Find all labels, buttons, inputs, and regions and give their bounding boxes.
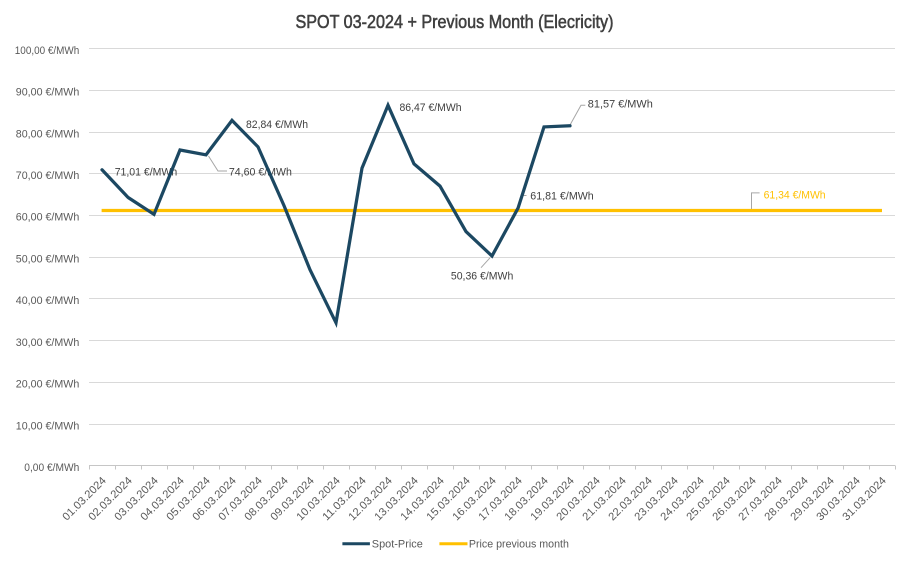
svg-text:60,00 €/MWh: 60,00 €/MWh (16, 212, 80, 224)
svg-text:70,00 €/MWh: 70,00 €/MWh (16, 170, 80, 182)
svg-text:50,36 €/MWh: 50,36 €/MWh (451, 271, 513, 283)
svg-text:SPOT 03-2024 + Previous Month: SPOT 03-2024 + Previous Month (Elecricit… (296, 12, 614, 32)
svg-text:10,00 €/MWh: 10,00 €/MWh (16, 420, 80, 432)
svg-text:Price previous month: Price previous month (469, 539, 569, 551)
svg-text:61,81 €/MWh: 61,81 €/MWh (530, 191, 593, 203)
svg-text:74,60 €/MWh: 74,60 €/MWh (229, 166, 292, 178)
svg-text:50,00 €/MWh: 50,00 €/MWh (16, 254, 80, 266)
svg-text:82,84 €/MWh: 82,84 €/MWh (246, 119, 308, 131)
svg-text:100,00 €/MWh: 100,00 €/MWh (15, 45, 80, 57)
svg-text:30,00 €/MWh: 30,00 €/MWh (16, 337, 80, 349)
svg-text:40,00 €/MWh: 40,00 €/MWh (16, 295, 80, 307)
svg-text:Spot-Price: Spot-Price (372, 539, 423, 551)
svg-text:61,34 €/MWh: 61,34 €/MWh (764, 189, 826, 201)
svg-text:80,00 €/MWh: 80,00 €/MWh (16, 128, 80, 140)
svg-text:0,00 €/MWh: 0,00 €/MWh (24, 462, 79, 474)
svg-text:90,00 €/MWh: 90,00 €/MWh (16, 87, 80, 99)
svg-text:86,47 €/MWh: 86,47 €/MWh (400, 102, 462, 114)
svg-text:81,57 €/MWh: 81,57 €/MWh (588, 99, 653, 111)
svg-text:20,00 €/MWh: 20,00 €/MWh (16, 379, 80, 391)
svg-text:71,01 €/MWh: 71,01 €/MWh (115, 166, 178, 178)
